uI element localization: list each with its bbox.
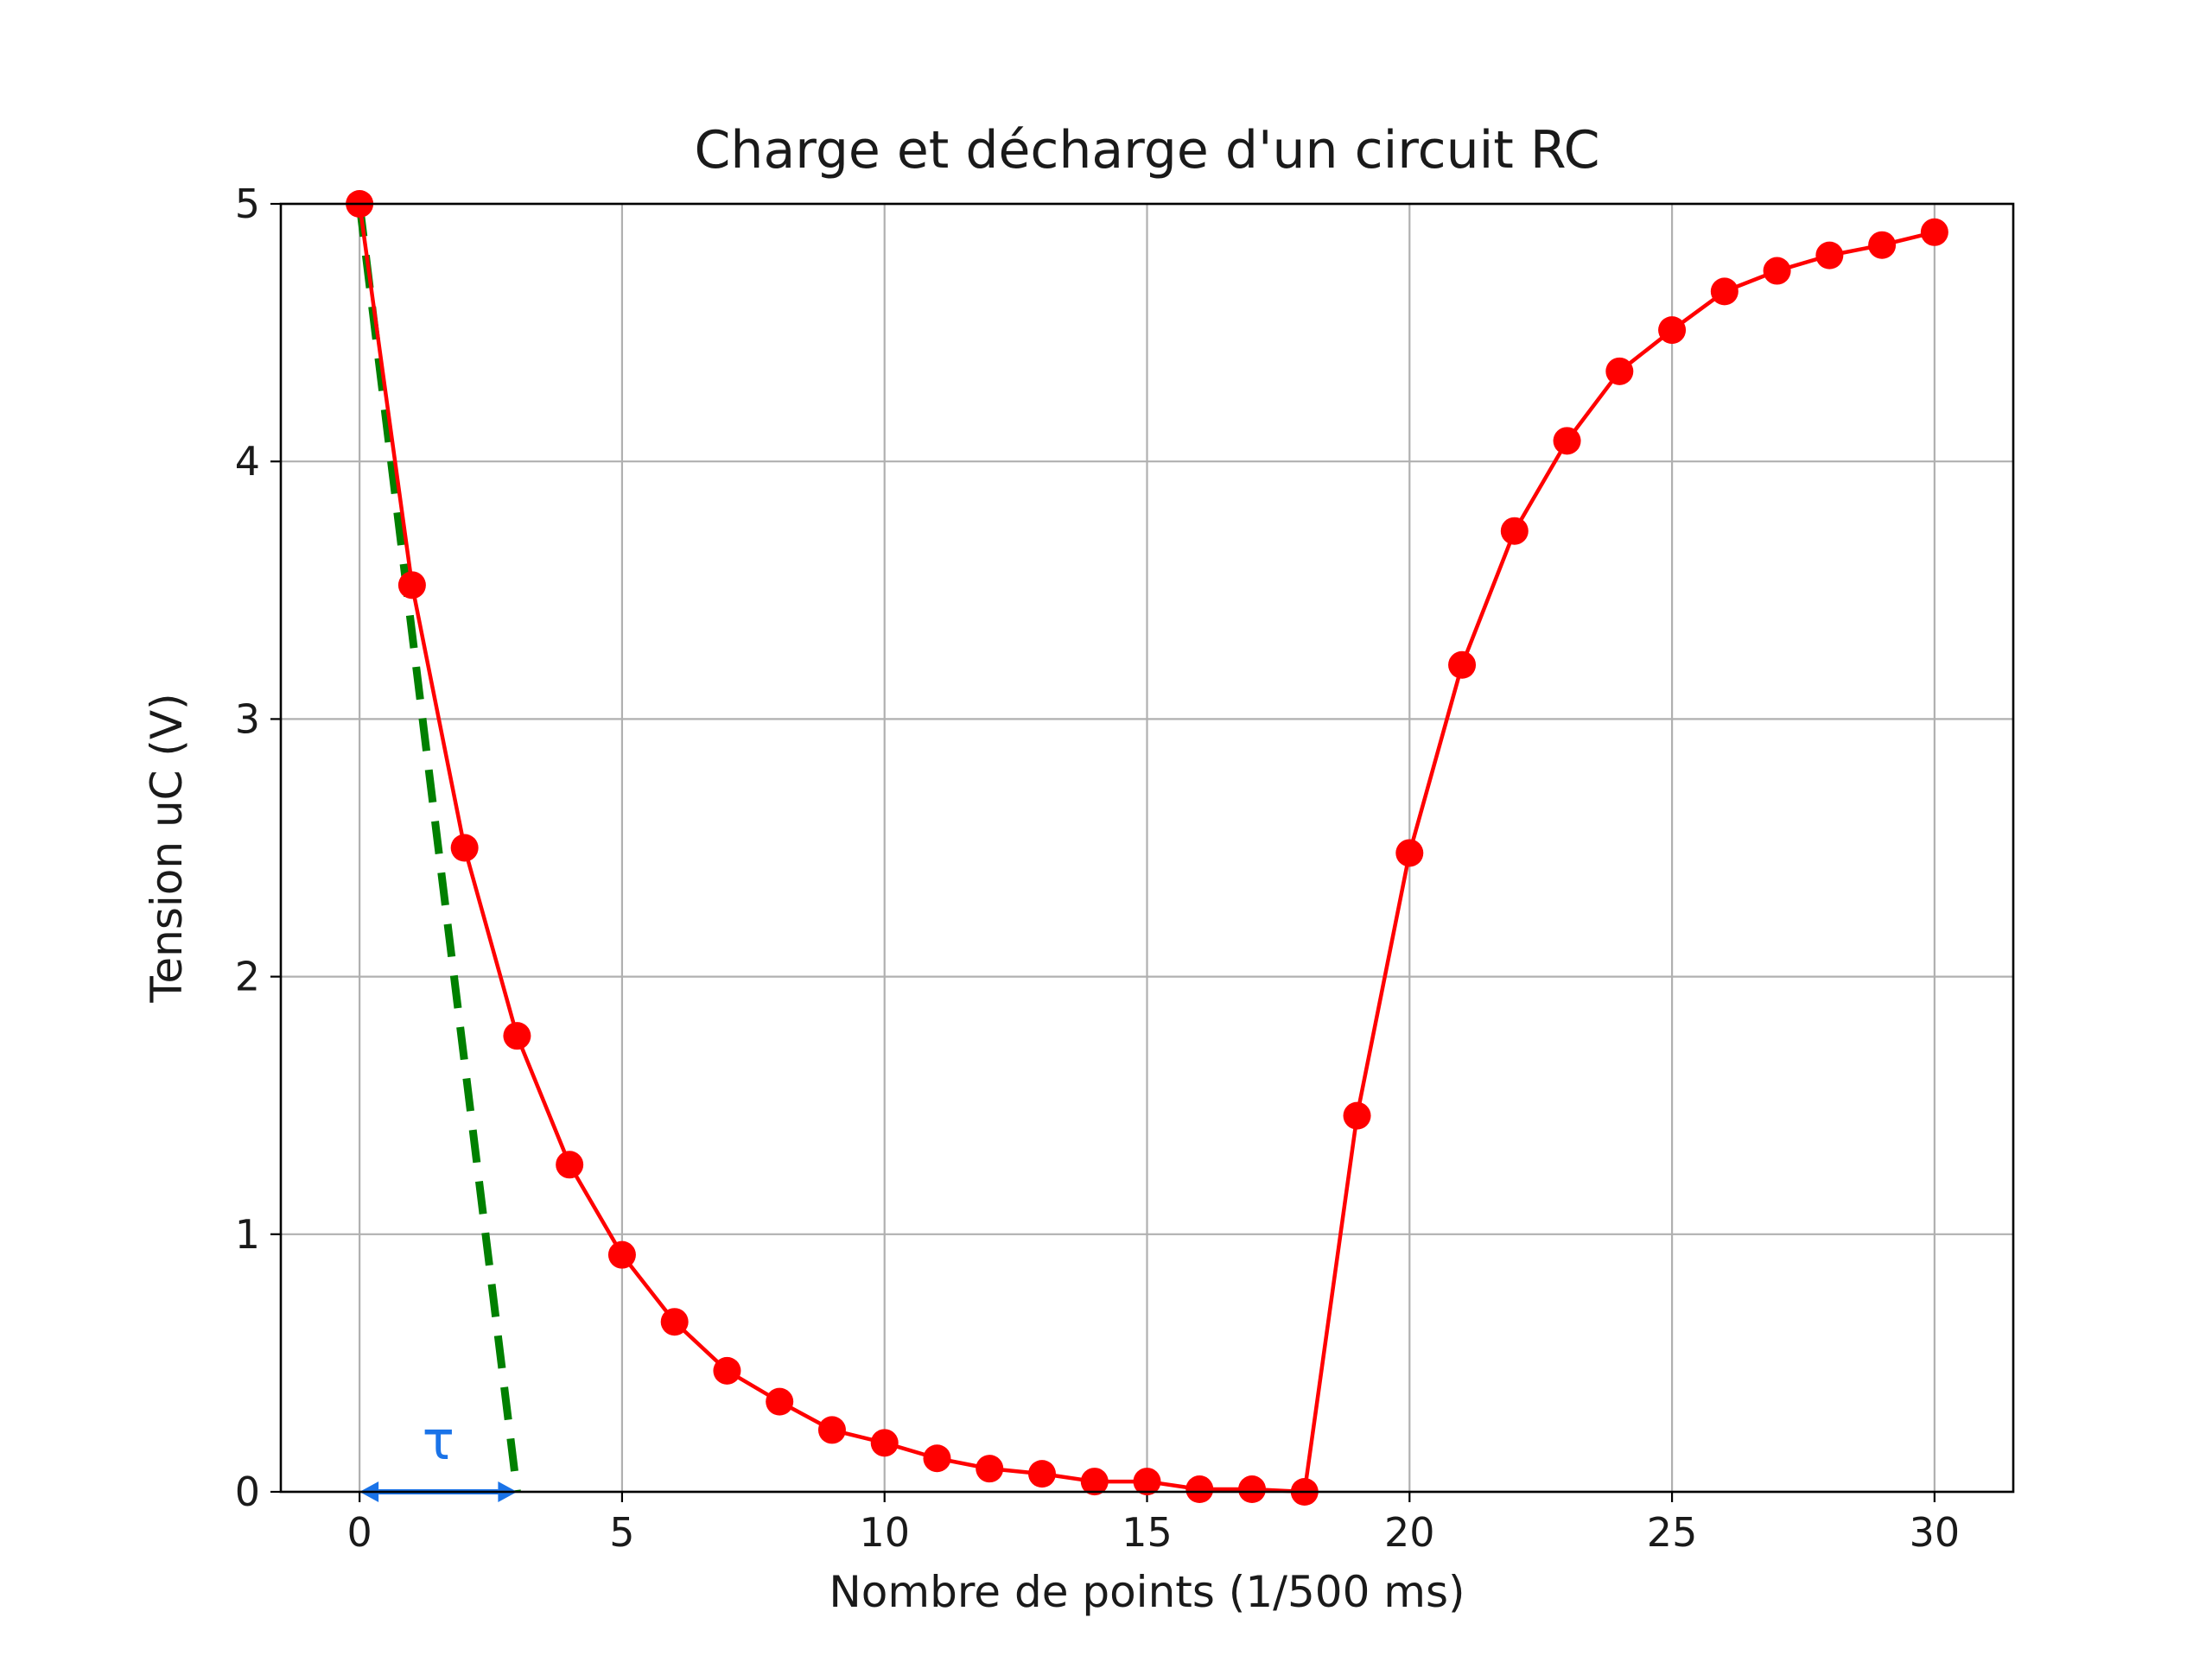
- data-point: [1500, 517, 1529, 545]
- x-axis-label: Nombre de points (1/500 ms): [829, 1567, 1465, 1617]
- data-point: [713, 1356, 741, 1385]
- data-point: [1448, 650, 1477, 679]
- plot-frame: [279, 202, 2015, 1494]
- y-tick-label: 1: [235, 1211, 260, 1258]
- data-point: [1185, 1475, 1214, 1504]
- x-tick-label: 0: [346, 1509, 372, 1556]
- y-axis-label: Tension uC (V): [142, 693, 192, 1003]
- y-tick-label: 3: [235, 695, 260, 742]
- data-point: [556, 1151, 584, 1179]
- data-point: [1658, 316, 1687, 345]
- tangent-dashed-line: [355, 203, 521, 1493]
- y-tick-label: 2: [235, 954, 260, 1000]
- x-tick-label: 10: [859, 1509, 910, 1556]
- data-point: [766, 1387, 794, 1416]
- tangent-line: [355, 203, 521, 1493]
- y-tick-label: 5: [235, 181, 260, 227]
- y-tick-label: 0: [235, 1469, 260, 1515]
- data-point: [1815, 241, 1844, 270]
- data-point: [1710, 277, 1738, 306]
- data-point: [1395, 839, 1424, 867]
- data-point: [1763, 257, 1791, 285]
- data-point: [1920, 218, 1948, 246]
- data-point: [923, 1444, 951, 1473]
- data-point: [817, 1416, 846, 1444]
- data-point: [1080, 1468, 1109, 1496]
- data-point: [1238, 1475, 1267, 1504]
- x-tick-label: 25: [1647, 1509, 1698, 1556]
- data-point: [1553, 427, 1581, 455]
- x-tick-label: 5: [609, 1509, 634, 1556]
- data-point: [1027, 1460, 1056, 1488]
- data-point: [607, 1240, 636, 1269]
- data-point: [397, 571, 426, 599]
- tau-label: τ: [423, 1409, 454, 1472]
- grid: [281, 202, 2013, 1494]
- y-tick-label: 4: [235, 438, 260, 485]
- data-point: [1605, 357, 1634, 385]
- data-point: [976, 1455, 1004, 1483]
- data-point: [503, 1022, 531, 1050]
- chart-title: Charge et décharge d'un circuit RC: [695, 120, 1600, 181]
- series-group: [346, 190, 1948, 1506]
- data-point: [660, 1308, 689, 1336]
- x-tick-label: 15: [1122, 1509, 1173, 1556]
- data-point: [1868, 231, 1897, 259]
- data-point: [450, 834, 479, 862]
- x-tick-label: 20: [1384, 1509, 1435, 1556]
- data-point: [1343, 1101, 1371, 1130]
- data-point: [1133, 1468, 1161, 1496]
- x-tick-label: 30: [1910, 1509, 1961, 1556]
- axis-ticks: 0 5 10 15 20 25 30 0 1 2 3 4 5: [235, 181, 1960, 1556]
- tau-annotation-group: τ: [359, 1409, 518, 1502]
- data-point: [870, 1429, 899, 1457]
